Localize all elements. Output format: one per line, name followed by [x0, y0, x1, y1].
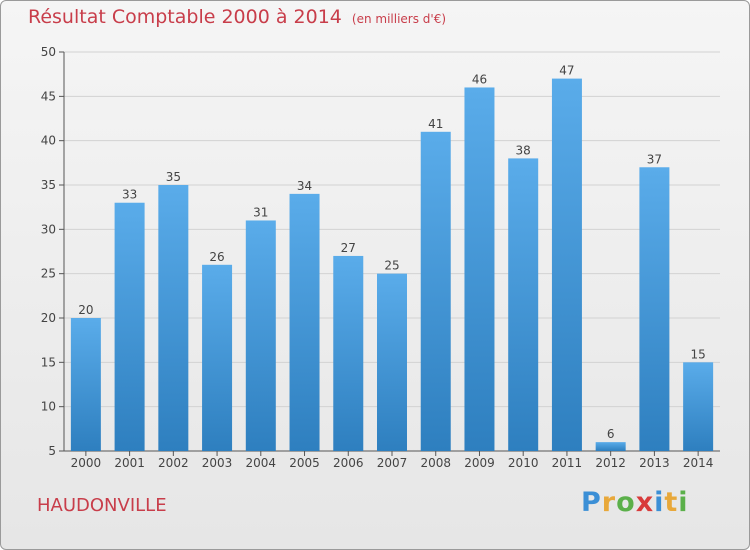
y-tick-label: 50 — [41, 45, 56, 59]
logo-letter: x — [635, 487, 655, 518]
x-tick-label-2005: 2005 — [289, 456, 320, 470]
value-label-2008: 41 — [428, 117, 443, 131]
value-label-2002: 35 — [166, 170, 181, 184]
x-tick-label-2006: 2006 — [333, 456, 364, 470]
y-tick-label: 20 — [41, 311, 56, 325]
y-tick-label: 40 — [41, 134, 56, 148]
logo-letter: o — [616, 487, 636, 518]
bar-2009 — [464, 87, 495, 451]
bar-2013 — [639, 167, 670, 451]
value-label-2000: 20 — [78, 303, 93, 317]
bar-2004 — [245, 220, 276, 451]
value-label-2006: 27 — [341, 241, 356, 255]
bar-2012 — [595, 442, 626, 451]
logo-letter: i — [654, 487, 665, 518]
value-label-2001: 33 — [122, 188, 137, 202]
logo-letter: t — [664, 487, 679, 518]
bar-chart: 5 10 15 20 25 30 35 40 45 50 20 2000 33 2001 35 2002 26… — [41, 45, 720, 470]
value-label-2011: 47 — [559, 64, 574, 78]
logo-letter: i — [678, 487, 689, 518]
x-tick-label-2014: 2014 — [683, 456, 714, 470]
chart-subtitle: (en milliers d'€) — [351, 12, 447, 26]
bar-2005 — [289, 193, 320, 451]
x-tick-label-2001: 2001 — [114, 456, 145, 470]
y-tick-label: 25 — [41, 267, 56, 281]
y-tick-label: 30 — [41, 222, 56, 236]
chart-title: Résultat Comptable 2000 à 2014 — [28, 6, 342, 28]
y-tick-label: 10 — [41, 400, 56, 414]
x-tick-label-2010: 2010 — [508, 456, 539, 470]
y-tick-label: 45 — [41, 89, 56, 103]
bar-2000 — [70, 318, 101, 451]
x-tick-label-2000: 2000 — [71, 456, 102, 470]
logo-letter: P — [581, 487, 602, 518]
bar-2003 — [202, 264, 233, 451]
value-label-2007: 25 — [384, 259, 399, 273]
x-tick-label-2011: 2011 — [552, 456, 583, 470]
chart-title-block: Résultat Comptable 2000 à 2014 (en millie… — [28, 6, 446, 28]
value-label-2004: 31 — [253, 205, 268, 219]
x-tick-label-2004: 2004 — [246, 456, 277, 470]
x-tick-label-2009: 2009 — [464, 456, 495, 470]
x-tick-label-2008: 2008 — [420, 456, 451, 470]
x-tick-label-2012: 2012 — [595, 456, 626, 470]
value-label-2005: 34 — [297, 179, 312, 193]
bar-2007 — [377, 273, 407, 451]
bar-2008 — [420, 131, 451, 452]
bar-2010 — [508, 158, 539, 451]
bar-2011 — [551, 78, 582, 451]
y-tick-label: 35 — [41, 178, 56, 192]
value-label-2013: 37 — [647, 152, 662, 166]
value-label-2014: 15 — [690, 347, 705, 361]
x-tick-label-2002: 2002 — [158, 456, 189, 470]
x-tick-label-2003: 2003 — [202, 456, 233, 470]
value-label-2003: 26 — [209, 250, 224, 264]
bar-2002 — [158, 185, 189, 451]
proxiti-logo: Proxiti — [581, 487, 689, 518]
x-tick-label-2007: 2007 — [377, 456, 408, 470]
value-label-2012: 6 — [607, 427, 615, 441]
bar-2001 — [114, 202, 145, 451]
bar-2006 — [333, 255, 364, 451]
y-tick-label: 15 — [41, 355, 56, 369]
logo-letter: r — [601, 487, 617, 518]
value-label-2010: 38 — [516, 143, 531, 157]
y-tick-label: 5 — [48, 444, 56, 458]
commune-name: HAUDONVILLE — [37, 495, 167, 516]
x-tick-label-2013: 2013 — [639, 456, 670, 470]
value-label-2009: 46 — [472, 72, 487, 86]
bar-2014 — [683, 362, 714, 451]
